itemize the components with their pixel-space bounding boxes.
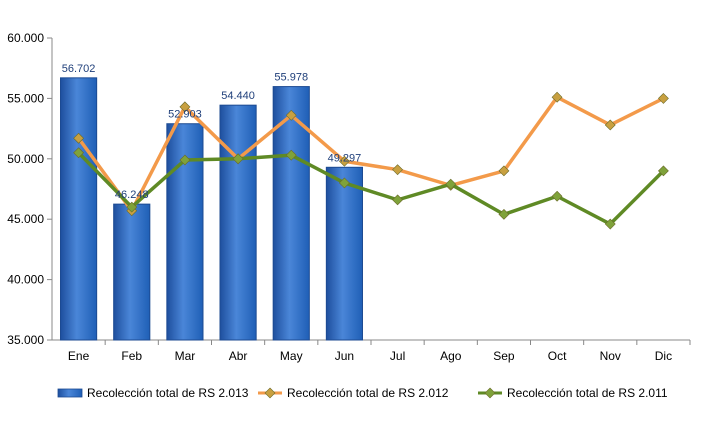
bar-series [60, 77, 363, 341]
y-tick-label: 45.000 [7, 212, 44, 226]
axes: 35.000 40.000 45.000 50.000 55.000 60.000 Ene F… [7, 31, 691, 363]
point-marker [338, 155, 350, 167]
data-labels: 56.702 46.248 52.903 54.440 55.978 49.297 [62, 63, 361, 201]
legend-swatch [57, 388, 83, 398]
point-marker [392, 164, 404, 176]
y-tick-label: 55.000 [7, 91, 44, 105]
point-marker [285, 149, 297, 161]
x-tick-label: Mar [175, 349, 196, 363]
line-series [73, 91, 669, 230]
series-line [77, 95, 665, 213]
point-marker [657, 165, 669, 177]
data-label: 49.297 [328, 152, 362, 164]
point-marker [392, 194, 404, 206]
y-tick-label: 40.000 [7, 273, 44, 287]
data-label: 52.903 [168, 109, 202, 121]
x-tick-label: Ene [68, 349, 90, 363]
legend-marker [484, 387, 496, 399]
point-marker [73, 132, 85, 144]
legend-label: Recolección total de RS 2.011 [507, 386, 668, 400]
point-marker [498, 208, 510, 220]
x-tick-label: Dic [655, 349, 672, 363]
point-marker [285, 109, 297, 121]
point-marker [179, 154, 191, 166]
bar [60, 77, 98, 341]
point-marker [232, 153, 244, 165]
point-marker [179, 101, 191, 113]
x-tick-label: Abr [229, 349, 248, 363]
point-marker [498, 165, 510, 177]
point-marker [551, 190, 563, 202]
point-marker [604, 119, 616, 131]
x-tick-label: Sep [493, 349, 515, 363]
x-tick-label: Ago [440, 349, 462, 363]
legend-marker [264, 387, 276, 399]
bar [272, 86, 310, 341]
data-label: 54.440 [221, 90, 255, 102]
point-marker [604, 218, 616, 230]
point-marker [338, 177, 350, 189]
y-tick-label: 60.000 [7, 31, 44, 45]
x-tick-label: Jul [390, 349, 405, 363]
point-marker [126, 201, 138, 213]
data-label: 55.978 [274, 72, 308, 84]
x-tick-label: Feb [121, 349, 142, 363]
series-line [77, 151, 665, 226]
legend-label: Recolección total de RS 2.012 [287, 386, 449, 400]
y-tick-label: 35.000 [7, 333, 44, 347]
x-tick-label: Oct [548, 349, 567, 363]
data-label: 56.702 [62, 63, 96, 75]
legend: Recolección total de RS 2.013 Recolección… [57, 386, 668, 400]
x-tick-label: May [280, 349, 303, 363]
point-marker [551, 91, 563, 103]
point-marker [73, 147, 85, 159]
bar [219, 104, 257, 341]
data-label: 46.248 [115, 189, 149, 201]
legend-label: Recolección total de RS 2.013 [87, 386, 249, 400]
x-tick-label: Nov [600, 349, 621, 363]
bar [325, 166, 363, 341]
bar [113, 203, 151, 341]
point-marker [657, 92, 669, 104]
x-tick-label: Jun [335, 349, 354, 363]
point-marker [445, 178, 457, 190]
y-tick-label: 50.000 [7, 152, 44, 166]
